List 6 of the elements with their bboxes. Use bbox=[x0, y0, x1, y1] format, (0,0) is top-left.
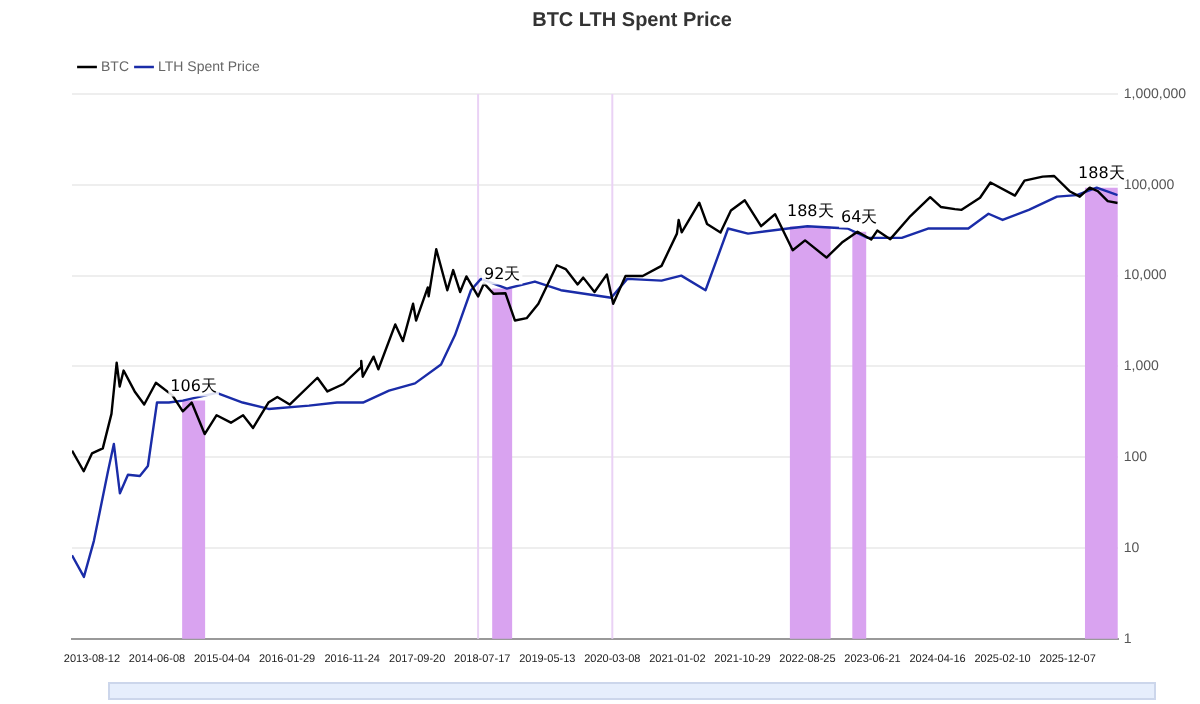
chart-title: BTC LTH Spent Price bbox=[532, 9, 733, 32]
band-label: 64天 bbox=[841, 207, 878, 226]
band-label: 188天 bbox=[1078, 163, 1125, 182]
band-label: 188天 bbox=[786, 202, 834, 221]
band-label: 92天 bbox=[483, 264, 521, 283]
band-label: 106天 bbox=[170, 376, 217, 395]
